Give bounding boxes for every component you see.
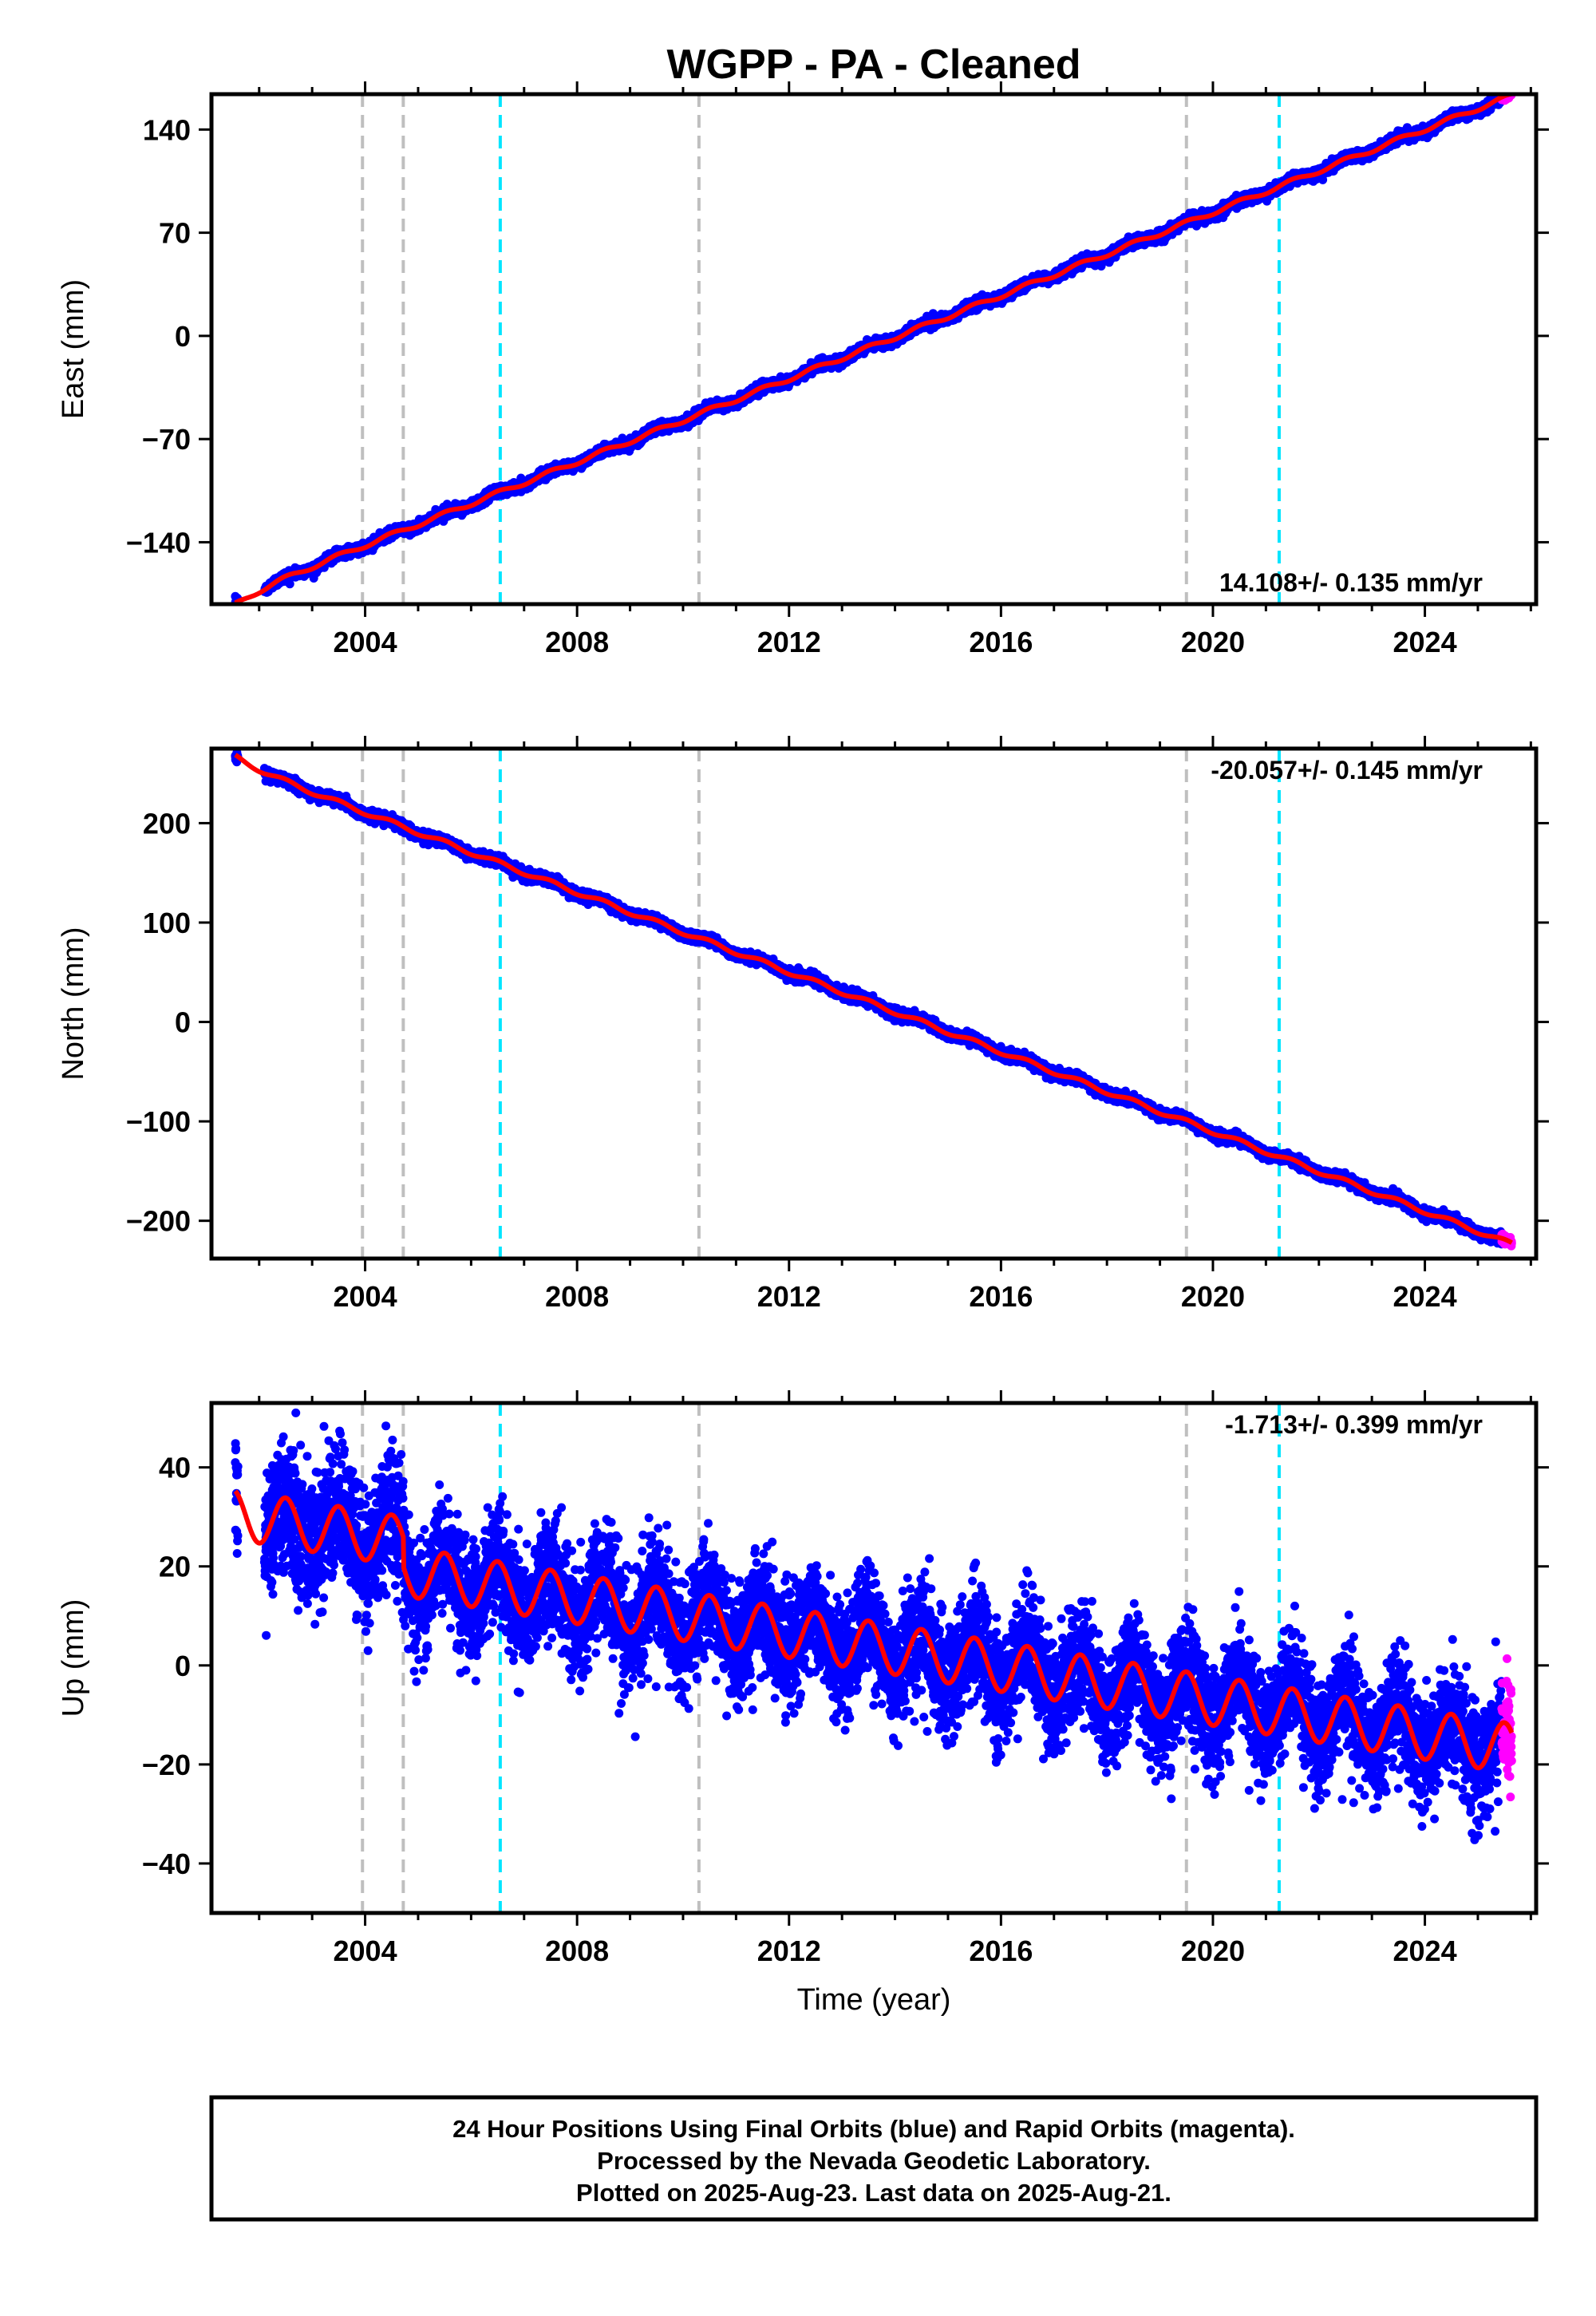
panel-east: 2004 2008 2012 2016 2020 2024−140−70070140Eas… [57,81,1549,658]
final-orbit-point [285,579,294,589]
data-points-east [231,94,1516,604]
chart-title: WGPP - PA - Cleaned [666,41,1080,88]
panels-group: 2004 2008 2012 2016 2020 2024−140−70070140Eas… [57,81,1549,1967]
